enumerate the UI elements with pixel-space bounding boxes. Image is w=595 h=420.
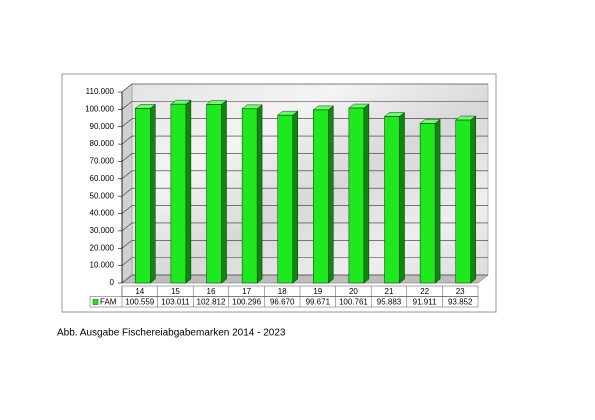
grid-line — [121, 118, 488, 127]
bar-side — [292, 110, 298, 284]
table-row — [89, 296, 479, 308]
data-table-value: 96.670 — [270, 297, 295, 306]
x-tick-label: 17 — [242, 287, 251, 296]
bar-side — [256, 104, 263, 284]
bar — [384, 116, 400, 284]
grid-line — [121, 187, 488, 197]
bar-side — [328, 105, 334, 284]
y-tick-label: 100.000 — [85, 104, 114, 113]
x-tick-label: 20 — [349, 287, 358, 296]
data-table-value: 95.883 — [377, 297, 402, 306]
y-tick-label: 10.000 — [90, 261, 115, 270]
y-tick-label: 20.000 — [90, 243, 115, 252]
data-table-value: 103.011 — [161, 297, 190, 306]
y-tick-label: 70.000 — [90, 157, 115, 166]
bar — [170, 103, 187, 284]
grid-line — [121, 101, 488, 110]
x-tick-label: 21 — [385, 287, 394, 296]
grid-line — [121, 135, 488, 145]
data-table-value: 99.671 — [306, 297, 331, 306]
y-tick-label: 30.000 — [90, 226, 115, 235]
bar-side — [470, 115, 476, 284]
x-tick-label: 16 — [207, 287, 216, 296]
data-table-value: 91.911 — [413, 297, 437, 306]
bar — [135, 108, 151, 284]
bar — [455, 119, 471, 284]
y-tick-label: 80.000 — [90, 139, 115, 148]
x-tick-label: 14 — [135, 287, 144, 296]
bar-side — [434, 118, 441, 284]
bar — [348, 107, 365, 284]
bar — [241, 108, 258, 284]
caption: Abb. Ausgabe Fischereiabgabemarken 2014 … — [57, 328, 286, 339]
grid-line — [121, 83, 488, 93]
bar-side — [363, 103, 370, 284]
y-tick-label: 40.000 — [90, 209, 115, 218]
x-tick-label: 22 — [420, 287, 429, 296]
side-wall — [121, 83, 133, 284]
bar-side — [221, 100, 227, 284]
data-table-value: 102.812 — [197, 297, 226, 306]
data-table-value: 93.852 — [448, 297, 473, 306]
grid-line — [121, 205, 488, 214]
plot-area: 0 10.000 20.000 30.000 40.000 50.000 60.000 70.… — [85, 83, 489, 308]
x-tick-label: 15 — [171, 287, 180, 296]
data-table-value: 100.296 — [232, 297, 261, 306]
bar-side — [150, 103, 156, 284]
data-table-value: 100.761 — [339, 297, 368, 306]
x-tick-label: 19 — [313, 287, 322, 296]
bar — [206, 104, 222, 284]
legend-swatch — [92, 299, 99, 305]
grid-line — [121, 257, 488, 266]
y-tick-label: 50.000 — [90, 191, 115, 200]
bar-side — [185, 99, 192, 284]
x-tick-label: 18 — [278, 287, 287, 296]
y-tick-label: 110.000 — [86, 87, 115, 96]
grid-line — [121, 274, 488, 284]
legend-label: FAM — [100, 297, 117, 306]
bar — [313, 109, 329, 284]
y-tick-label: 0 — [110, 278, 115, 287]
grid-line — [121, 153, 488, 162]
y-tick-label: 60.000 — [90, 174, 115, 183]
x-tick-label: 23 — [456, 287, 465, 296]
bar — [277, 114, 293, 284]
grid-line — [121, 222, 488, 232]
bar-side — [399, 112, 405, 284]
grid-line — [121, 170, 488, 180]
y-tick-label: 90.000 — [90, 122, 115, 131]
bar — [419, 123, 436, 284]
grid-line — [121, 239, 488, 249]
data-table-value: 100.559 — [125, 297, 154, 306]
